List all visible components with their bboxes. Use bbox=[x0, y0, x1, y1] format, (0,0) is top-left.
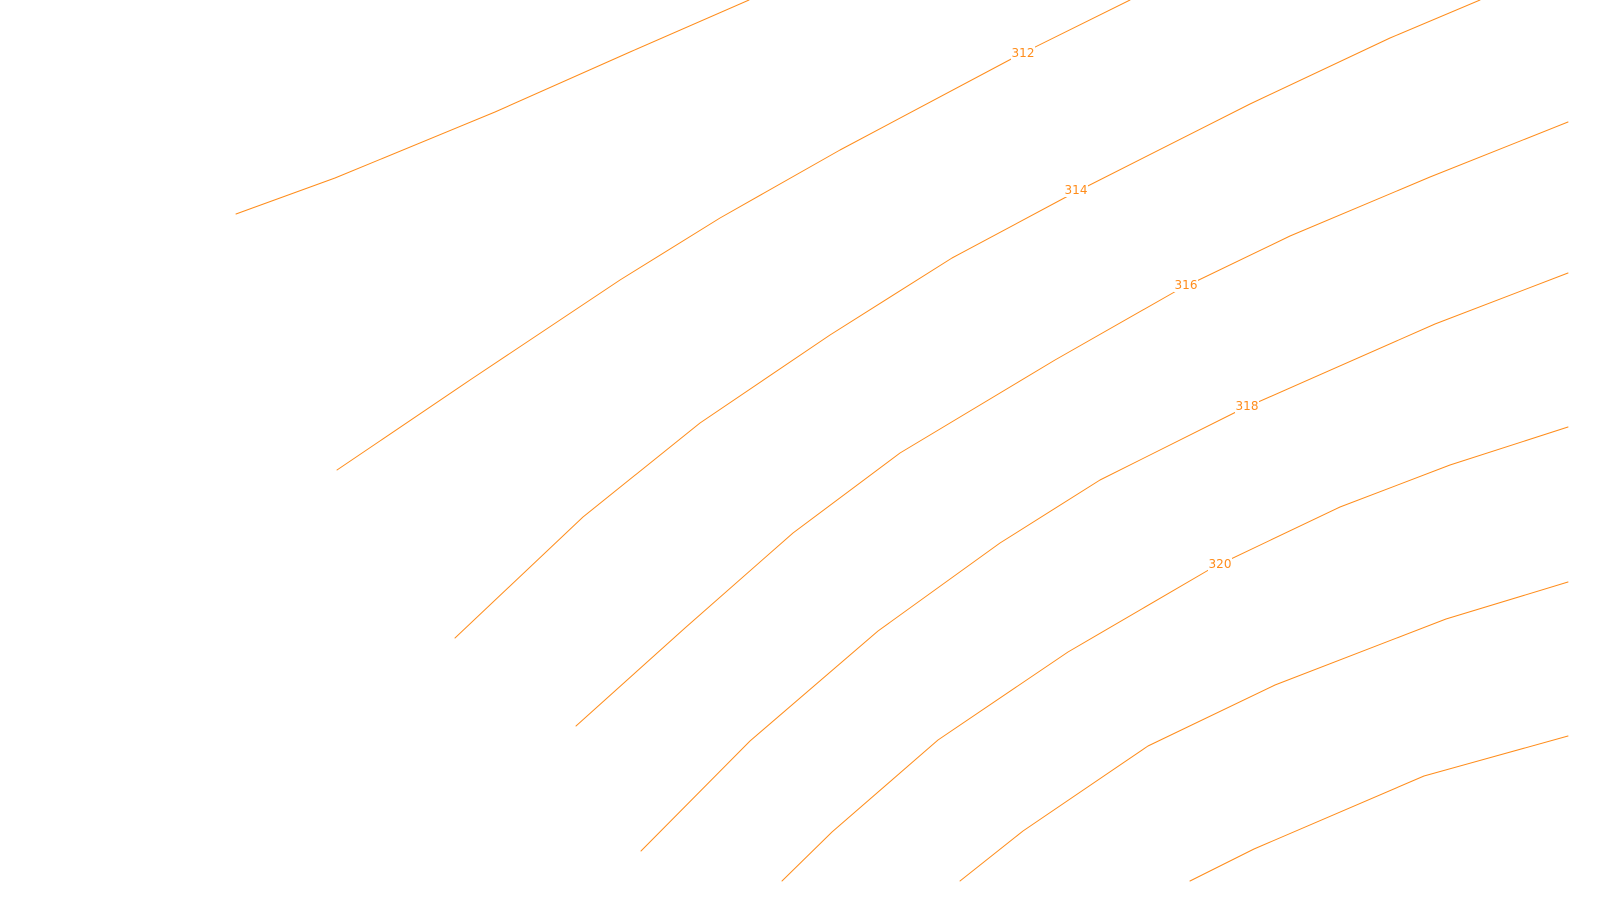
contour-line bbox=[336, 0, 1131, 471]
contour-label-314: 314 bbox=[1064, 182, 1088, 197]
contour-line bbox=[235, 0, 750, 215]
contour-label-text: 316 bbox=[1175, 278, 1198, 292]
contour-line bbox=[959, 581, 1569, 882]
contour-label-320: 320 bbox=[1208, 556, 1232, 571]
contour-line bbox=[781, 426, 1569, 882]
contour-label-text: 318 bbox=[1236, 399, 1259, 413]
contour-label-316: 316 bbox=[1174, 277, 1198, 292]
contour-label-text: 320 bbox=[1209, 557, 1232, 571]
contour-label-text: 314 bbox=[1065, 183, 1088, 197]
contour-labels: 312 314 316 318 320 bbox=[1011, 45, 1259, 571]
contour-line bbox=[640, 272, 1569, 852]
contour-label-318: 318 bbox=[1235, 398, 1259, 413]
contour-line bbox=[575, 121, 1569, 727]
contour-lines bbox=[235, 0, 1569, 882]
contour-label-312: 312 bbox=[1011, 45, 1035, 60]
contour-line bbox=[454, 0, 1481, 639]
contour-line bbox=[1189, 735, 1569, 882]
contour-label-text: 312 bbox=[1012, 46, 1035, 60]
